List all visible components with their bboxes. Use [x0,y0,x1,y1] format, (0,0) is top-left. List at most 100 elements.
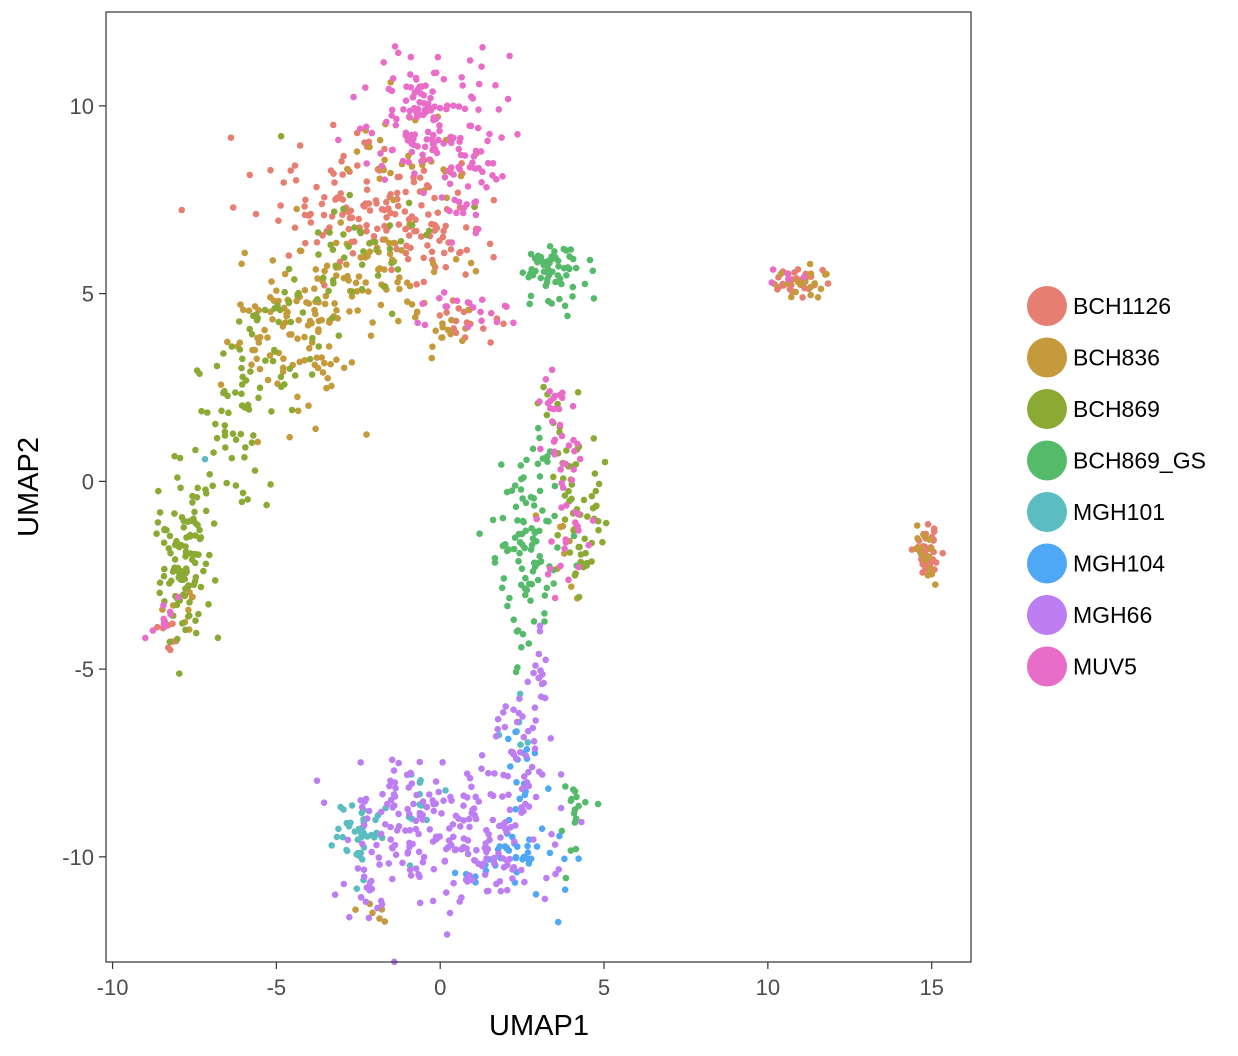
data-point [345,823,353,830]
data-point [461,105,469,113]
data-point [394,202,402,210]
data-point [178,568,185,575]
data-point [273,287,280,295]
data-point [436,312,444,319]
data-point [590,295,598,302]
legend-label: BCH869_GS [1073,448,1206,474]
data-point [567,246,575,253]
data-point [496,878,504,885]
data-point [294,407,302,415]
data-point [471,857,479,864]
data-point [362,279,370,286]
data-point [538,825,546,832]
data-point [536,473,544,480]
data-point [518,644,525,651]
data-point [425,211,432,218]
data-point [363,186,371,193]
data-point [363,815,371,822]
data-point [402,97,410,104]
data-point [450,171,457,178]
data-point [424,128,432,136]
data-point [294,393,301,401]
data-point [376,861,383,868]
y-tick-label: -5 [74,657,94,682]
data-point [184,613,192,620]
data-point [267,481,274,488]
data-point [560,264,568,272]
data-point [360,821,368,829]
data-point [253,316,261,324]
data-point [464,323,472,331]
data-point [388,87,396,95]
data-point [330,208,338,215]
data-point [190,581,198,589]
data-point [575,855,582,862]
data-point [415,830,422,838]
data-point [536,552,543,560]
data-point [453,297,461,305]
data-point [455,103,463,110]
data-point [575,802,582,810]
data-point [395,759,403,767]
data-point [386,782,393,790]
data-point [339,196,347,203]
data-point [213,362,221,370]
data-point [185,606,192,614]
data-point [264,376,272,384]
data-point [383,214,390,221]
data-point [413,76,420,83]
data-point [408,780,416,787]
data-point [524,678,531,686]
data-point [333,833,341,841]
data-point [436,294,443,302]
data-point [800,273,808,281]
data-point [557,562,564,570]
data-point [406,107,414,115]
data-point [784,270,791,277]
data-point [487,791,495,798]
data-point [582,549,589,557]
data-point [519,517,527,525]
data-point [407,71,414,78]
data-point [390,196,397,204]
data-point [380,59,388,66]
data-point [500,864,508,871]
data-point [365,914,373,922]
data-point [518,565,526,572]
data-point [408,301,416,308]
data-point [359,840,366,848]
data-point [468,783,475,791]
data-point [510,616,517,623]
data-point [440,249,448,257]
data-point [448,316,455,324]
data-point [484,137,491,145]
data-point [528,541,536,549]
data-point [349,250,357,257]
data-point [593,502,600,510]
data-point [561,550,568,557]
data-point [468,93,475,100]
data-point [271,346,278,354]
data-point [326,224,333,231]
data-point [530,618,538,625]
data-point [328,382,335,390]
data-point [326,229,333,236]
data-point [434,53,442,61]
data-point [489,160,497,167]
data-point [321,300,329,308]
data-point [436,127,443,135]
data-point [319,369,327,376]
data-point [448,239,456,246]
data-point [431,103,438,110]
data-point [160,572,168,580]
data-point [561,886,569,893]
data-point [545,297,552,305]
legend-item: MUV5 [1027,646,1137,687]
data-point [489,816,497,824]
data-point [370,233,378,240]
data-point [301,333,308,341]
data-point [213,434,221,442]
data-point [381,145,388,153]
data-point [378,162,386,170]
data-point [376,136,384,144]
